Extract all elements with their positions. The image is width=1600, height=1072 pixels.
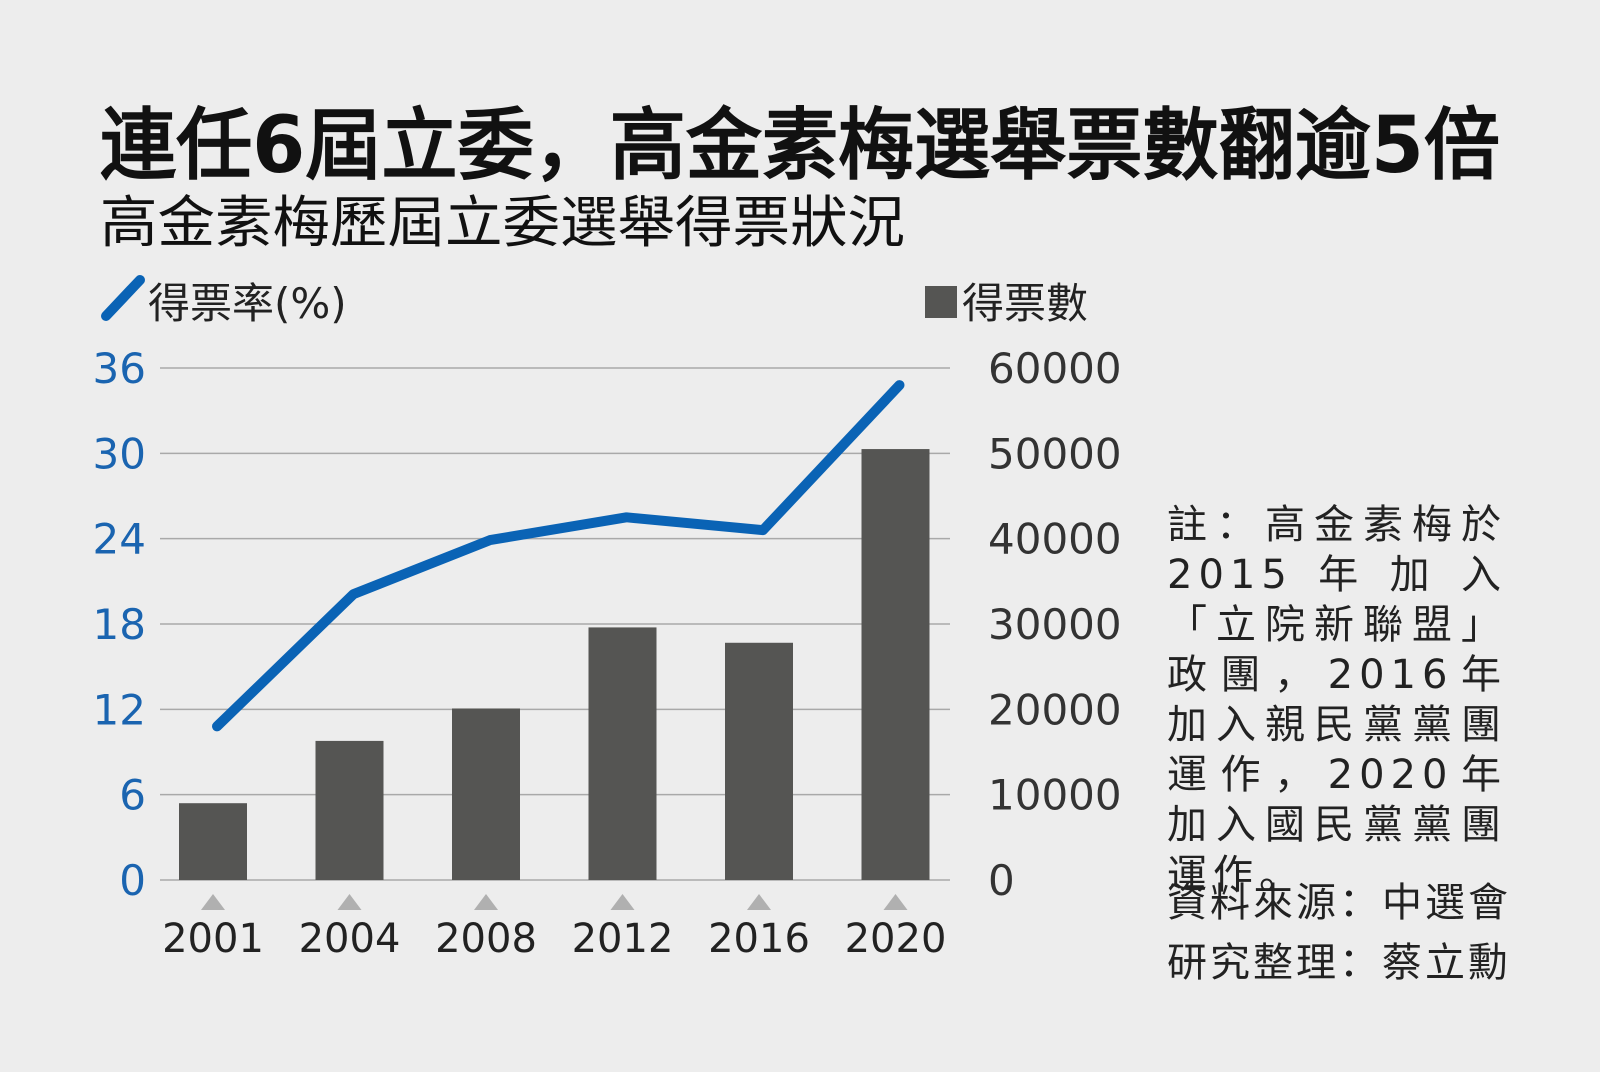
x-tick-label: 2012 bbox=[572, 916, 674, 962]
compiled-by: 研究整理：蔡立勳 bbox=[1167, 940, 1511, 986]
legend: 得票率(%) 得票數 bbox=[101, 275, 1088, 328]
data-source: 資料來源：中選會 bbox=[1167, 880, 1511, 926]
y-axis-right: 0 10000 20000 30000 40000 50000 60000 bbox=[988, 344, 1122, 905]
y-right-tick-label: 60000 bbox=[988, 344, 1122, 393]
x-tick-label: 2001 bbox=[162, 916, 264, 962]
x-tick-label: 2004 bbox=[299, 916, 401, 962]
bar bbox=[588, 627, 657, 880]
bar bbox=[861, 449, 930, 880]
x-tick-label: 2020 bbox=[845, 916, 947, 962]
footnote: 註：高金素梅於2015年加入「立院新聯盟」政團，2016年加入親民黨黨團運作，2… bbox=[1167, 502, 1507, 898]
bar bbox=[452, 708, 520, 880]
y-left-tick-label: 6 bbox=[119, 771, 146, 820]
gridlines bbox=[160, 367, 950, 881]
y-left-tick-label: 30 bbox=[93, 429, 146, 478]
x-tick-marker bbox=[337, 894, 362, 910]
x-tick-label: 2008 bbox=[435, 916, 537, 962]
x-tick-marker bbox=[474, 894, 498, 910]
x-tick-marker bbox=[883, 894, 908, 910]
x-axis: 2001 2004 2008 2012 2016 2020 bbox=[162, 894, 946, 962]
y-left-tick-label: 36 bbox=[93, 344, 146, 393]
bar bbox=[725, 642, 793, 880]
chart-title: 連任6屆立委，高金素梅選舉票數翻逾5倍 bbox=[100, 101, 1500, 191]
x-tick-marker bbox=[747, 894, 771, 910]
y-right-tick-label: 50000 bbox=[988, 429, 1122, 478]
y-left-tick-label: 12 bbox=[93, 685, 146, 734]
y-axis-left: 0 6 12 18 24 30 36 bbox=[93, 344, 146, 905]
y-right-tick-label: 10000 bbox=[988, 771, 1122, 820]
bar bbox=[179, 803, 247, 880]
y-right-tick-label: 20000 bbox=[988, 685, 1122, 734]
x-tick-label: 2016 bbox=[708, 916, 810, 962]
legend-bar-swatch bbox=[925, 286, 957, 318]
y-left-tick-label: 0 bbox=[119, 856, 146, 905]
line-series bbox=[212, 380, 905, 732]
legend-line-label: 得票率(%) bbox=[148, 279, 347, 328]
line-path bbox=[212, 380, 905, 732]
y-right-tick-label: 40000 bbox=[988, 515, 1122, 564]
y-left-tick-label: 24 bbox=[93, 515, 146, 564]
bar bbox=[315, 740, 384, 880]
legend-bar-label: 得票數 bbox=[962, 279, 1088, 328]
chart-subtitle: 高金素梅歷屆立委選舉得票狀況 bbox=[100, 191, 905, 256]
y-right-tick-label: 0 bbox=[988, 856, 1015, 905]
y-left-tick-label: 18 bbox=[93, 600, 146, 649]
x-tick-marker bbox=[201, 894, 225, 910]
y-right-tick-label: 30000 bbox=[988, 600, 1122, 649]
bar-series bbox=[179, 449, 930, 880]
legend-line-swatch bbox=[101, 275, 145, 321]
x-tick-marker bbox=[610, 894, 635, 910]
